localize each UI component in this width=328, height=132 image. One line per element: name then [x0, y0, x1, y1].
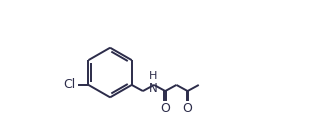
Text: H: H [149, 71, 157, 81]
Text: O: O [183, 102, 193, 115]
Text: Cl: Cl [63, 78, 75, 91]
Text: N: N [149, 82, 157, 95]
Text: O: O [160, 102, 170, 115]
